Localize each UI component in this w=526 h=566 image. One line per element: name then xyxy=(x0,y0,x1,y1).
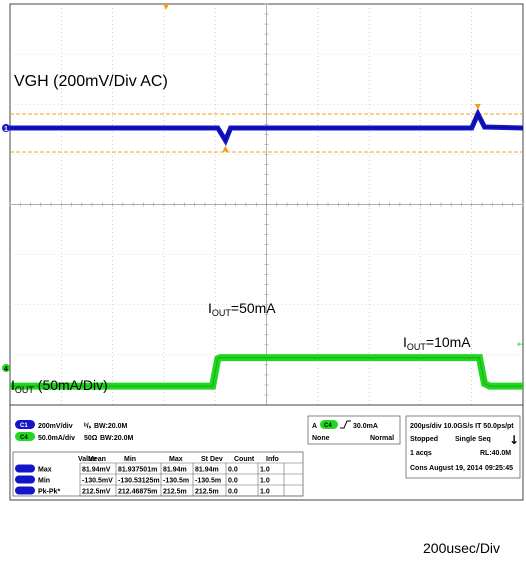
ch4-bw: BW:20.0M xyxy=(100,435,133,442)
meas-cell: -130.5m xyxy=(195,478,221,485)
meas-cell: 212.46875m xyxy=(118,489,157,496)
ch4-coupling: 50Ω xyxy=(84,435,98,442)
table-header: Max xyxy=(169,456,183,463)
ch1-chip[interactable] xyxy=(15,420,35,429)
table-header: Info xyxy=(266,456,279,463)
meas-cell: -130.5mV xyxy=(82,478,113,485)
meas-cell: 81.94mV xyxy=(82,467,111,474)
ch1-bw-icon: ᵇ/ₛ xyxy=(84,423,92,430)
svg-text:C4: C4 xyxy=(20,435,28,441)
meas-source-chip xyxy=(15,464,35,473)
trigger-level: 30.0mA xyxy=(353,423,378,430)
trigger-type: Normal xyxy=(370,435,394,442)
ch4-chip[interactable] xyxy=(15,432,35,441)
meas-row-label: Max xyxy=(38,467,52,474)
table-header: Value xyxy=(78,456,96,463)
meas-cell: 81.94m xyxy=(163,467,187,474)
svg-text:C4: C4 xyxy=(324,423,332,429)
meas-cell: 0.0 xyxy=(228,478,238,485)
trigger-coupling: None xyxy=(312,435,330,442)
trace-vgh-core xyxy=(10,112,524,142)
meas-cell: -130.53125m xyxy=(118,478,160,485)
down-arrow-icon: ↓ xyxy=(509,433,519,447)
annotation-iout-50ma: IOUT=50mA xyxy=(208,300,276,318)
table-header: St Dev xyxy=(201,456,223,463)
trigger-mode: A xyxy=(312,423,317,430)
table-header: Mean xyxy=(88,456,106,463)
meas-cell: 0.0 xyxy=(228,489,238,496)
ch4-offscreen-arrow-icon: ← xyxy=(517,340,525,350)
acq-date: Cons August 19, 2014 xyxy=(410,465,483,472)
acq-horizontal: 200µs/div 10.0GS/s IT 50.0ps/pt xyxy=(410,423,514,430)
acq-time: 09:25:45 xyxy=(485,465,513,472)
meas-source-chip xyxy=(15,475,35,484)
ch1-ground-marker[interactable]: 1 xyxy=(2,124,10,133)
meas-row-label: Pk-Pk* xyxy=(38,489,60,496)
graticule xyxy=(9,3,524,406)
meas-cell: 1.0 xyxy=(260,467,270,474)
meas-cell: 1.0 xyxy=(260,489,270,496)
svg-text:1: 1 xyxy=(4,126,8,133)
ch1-scale: 200mV/div xyxy=(38,423,73,430)
meas-cell: -130.5m xyxy=(163,478,189,485)
ch4-scale: 50.0mA/div xyxy=(38,435,75,442)
acq-record-length: RL:40.0M xyxy=(480,450,511,457)
ch4-ground-marker[interactable]: 4 xyxy=(2,364,10,373)
timebase-label: 200usec/Div xyxy=(423,540,501,556)
peak-marker xyxy=(474,103,481,110)
svg-text:C1: C1 xyxy=(20,423,28,429)
meas-cell: 81.937501m xyxy=(118,467,157,474)
acquisition-box[interactable] xyxy=(405,415,521,479)
svg-text:4: 4 xyxy=(4,366,8,373)
meas-cell: 0.0 xyxy=(228,467,238,474)
rising-edge-icon xyxy=(340,420,351,429)
trough-marker xyxy=(222,145,229,152)
acq-count: 1 acqs xyxy=(410,450,432,457)
meas-cell: 81.94m xyxy=(195,467,219,474)
meas-cell: 212.5m xyxy=(163,489,187,496)
series-label-vgh: VGH (200mV/Div AC) xyxy=(14,73,168,90)
series-label-iout: IOUT (50mA/Div) xyxy=(11,377,108,395)
meas-cell: 212.5m xyxy=(195,489,219,496)
trace-iout-core xyxy=(10,357,523,387)
meas-row-label: Min xyxy=(38,478,50,485)
table-header: Min xyxy=(124,456,136,463)
trigger-source-chip xyxy=(320,420,338,429)
table-header: Count xyxy=(234,456,255,463)
meas-source-chip xyxy=(15,486,35,495)
cursor-top-marker[interactable] xyxy=(163,4,169,10)
meas-cell: 212.5mV xyxy=(82,489,111,496)
acq-state: Stopped xyxy=(410,436,438,443)
annotation-iout-10ma: IOUT=10mA xyxy=(403,334,471,352)
acq-sequence: Single Seq xyxy=(455,436,491,443)
ch1-bw: BW:20.0M xyxy=(94,423,127,430)
meas-cell: 1.0 xyxy=(260,478,270,485)
